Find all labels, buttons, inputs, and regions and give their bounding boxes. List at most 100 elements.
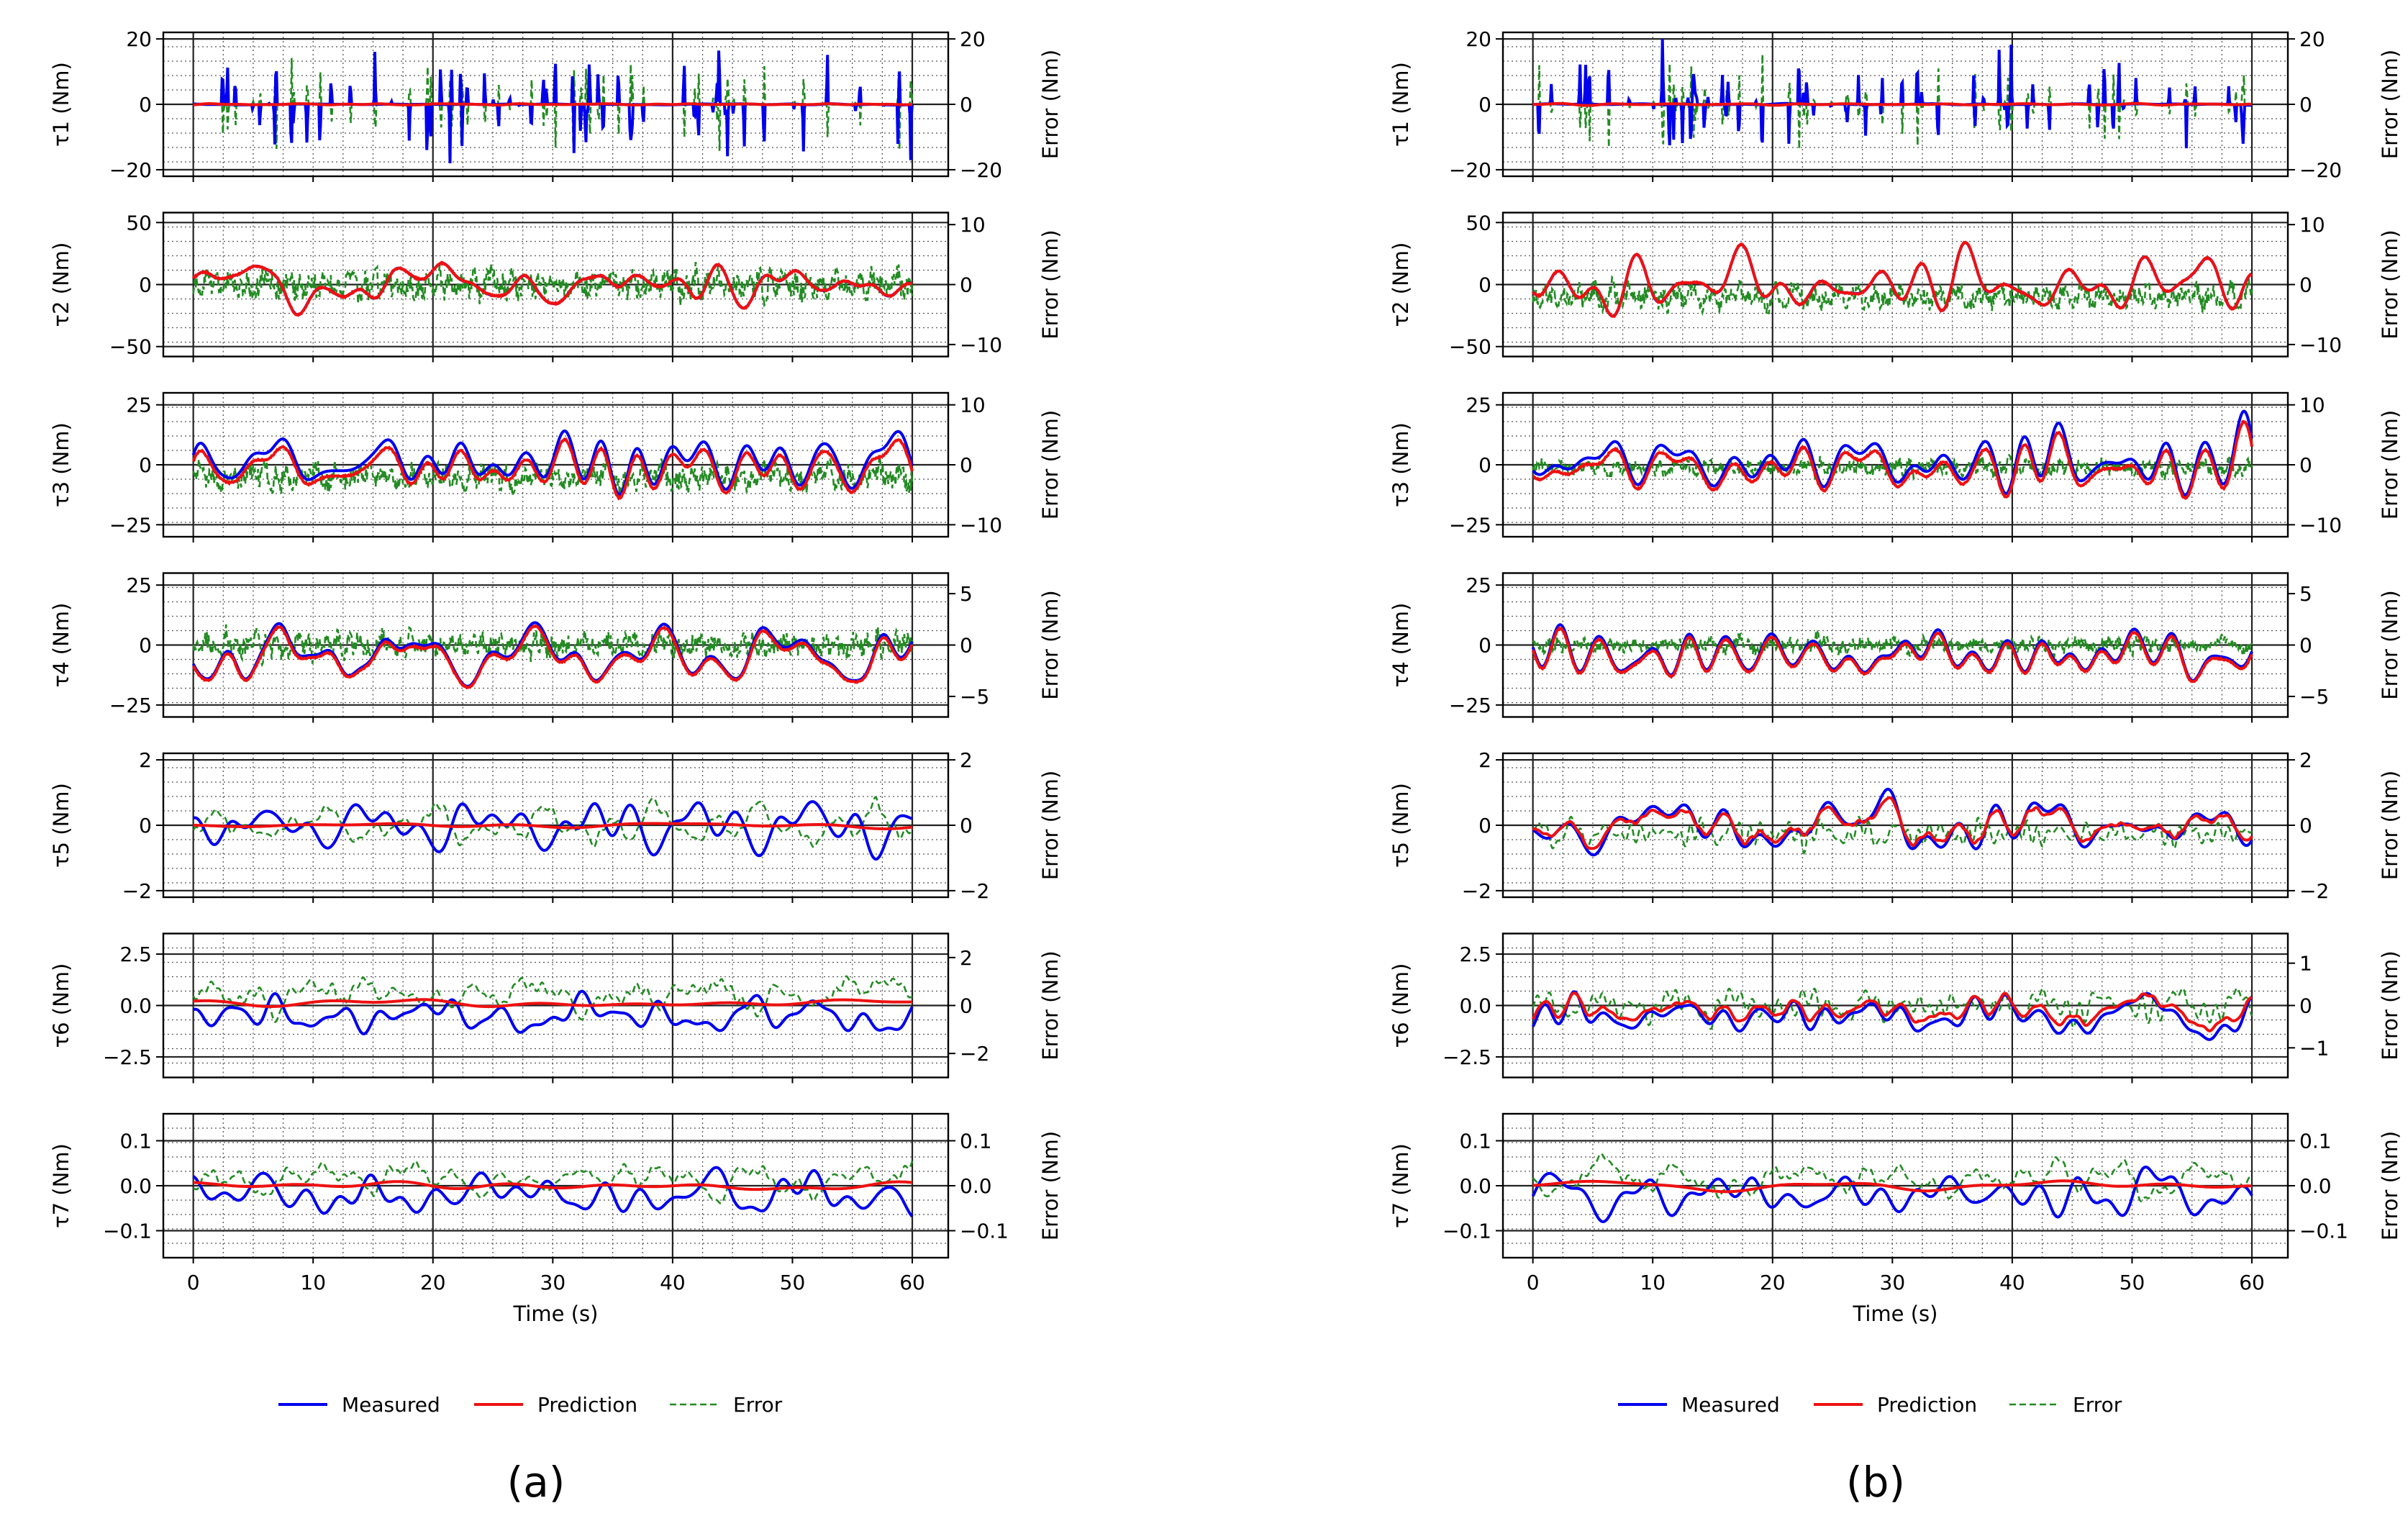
subplot-tau5: 2 0 −2 2 0 −2 τ5 (Nm) Error (Nm)	[49, 748, 1063, 903]
y-axis-label: τ3 (Nm)	[49, 422, 73, 507]
y2-axis-label: Error (Nm)	[1038, 1131, 1063, 1240]
y-tick-label: 0.1	[119, 1130, 152, 1153]
series-prediction	[193, 1180, 913, 1191]
y2-tick-label: 1	[2299, 952, 2312, 976]
series-prediction	[1532, 796, 2253, 850]
y-axis-label: τ7 (Nm)	[1389, 1143, 1413, 1228]
y2-axis-label: Error (Nm)	[1038, 950, 1063, 1060]
y2-tick-label: −10	[960, 513, 1002, 537]
y2-tick-label: −20	[2299, 158, 2342, 182]
y2-axis-label: Error (Nm)	[1038, 230, 1063, 339]
y2-tick-label: 0	[960, 814, 973, 837]
y2-tick-label: 0	[2299, 634, 2312, 658]
y-axis-label: τ6 (Nm)	[1389, 963, 1413, 1048]
x-tick-label: 20	[420, 1271, 446, 1294]
y2-tick-label: 0.0	[960, 1174, 992, 1198]
y-tick-label: 0	[1478, 634, 1491, 658]
y-axis-label: τ5 (Nm)	[1389, 783, 1413, 868]
x-tick-label: 10	[1640, 1271, 1666, 1294]
series-measured	[192, 1166, 914, 1218]
y-tick-label: −0.1	[1442, 1220, 1491, 1243]
y-tick-label: 20	[126, 27, 152, 51]
y2-tick-label: 5	[2299, 582, 2312, 606]
y-tick-label: −20	[1449, 158, 1491, 182]
y2-tick-label: 0.1	[2299, 1130, 2332, 1153]
y2-tick-label: 10	[960, 394, 986, 417]
subplot-tau6: 2.5 0.0 −2.5 1 0 −1 τ6 (Nm) Error (Nm)	[1389, 932, 2402, 1084]
subplot-tau5: 2 0 −2 2 0 −2 τ5 (Nm) Error (Nm)	[1389, 748, 2402, 903]
y2-tick-label: 10	[960, 213, 986, 237]
x-tick-label: 0	[1527, 1271, 1540, 1294]
y-tick-label: −25	[1449, 513, 1491, 537]
series-prediction	[191, 260, 913, 317]
legend-label-prediction: Prediction	[1877, 1393, 1977, 1417]
series-error	[192, 975, 913, 1023]
x-tick-label: 50	[780, 1271, 806, 1294]
series-prediction	[1532, 101, 2253, 107]
y2-tick-label: −20	[960, 158, 1002, 182]
y2-tick-label: 0	[960, 93, 973, 117]
y-tick-label: 0	[1478, 93, 1491, 117]
series-prediction	[193, 102, 912, 106]
x-tick-label: 10	[300, 1271, 326, 1294]
y-tick-label: 25	[126, 573, 152, 597]
y2-tick-label: 20	[960, 27, 986, 51]
y2-tick-label: −1	[2299, 1036, 2329, 1060]
y2-tick-label: 0	[960, 273, 973, 297]
x-axis-label: Time (s)	[1853, 1302, 1938, 1326]
y2-axis-label: Error (Nm)	[2378, 590, 2402, 699]
x-tick-label: 30	[540, 1271, 566, 1294]
y2-tick-label: 0	[2299, 273, 2312, 297]
y-tick-label: −2	[1462, 879, 1491, 903]
y2-tick-label: 2	[960, 748, 973, 772]
series-error	[192, 796, 914, 848]
legend-label-error: Error	[2073, 1393, 2122, 1417]
series-measured	[193, 800, 913, 861]
y-axis-label: τ6 (Nm)	[49, 963, 73, 1048]
y-tick-label: 0	[139, 273, 152, 297]
y-tick-label: 25	[1466, 394, 1491, 417]
subplot-tau1: 20 0 −20 20 0 −20 τ1 (Nm) Error (Nm)	[49, 27, 1063, 182]
y2-axis-label: Error (Nm)	[2378, 771, 2402, 880]
legend-label-error: Error	[733, 1393, 783, 1417]
y2-tick-label: −0.1	[960, 1220, 1009, 1243]
y-tick-label: −50	[109, 335, 152, 359]
y-tick-label: 50	[126, 211, 152, 235]
y-tick-label: 0.0	[1459, 994, 1491, 1018]
legend-label-measured: Measured	[342, 1393, 440, 1417]
y2-axis-label: Error (Nm)	[2378, 230, 2402, 339]
x-tick-label: 40	[660, 1271, 686, 1294]
subplot-tau7: 0.1 0.0 −0.1 0.1 0.0 −0.1 τ7 (Nm) Error (Nm) 0 10…	[1389, 1112, 2402, 1326]
y-axis-label: τ1 (Nm)	[1389, 62, 1413, 147]
y2-tick-label: 2	[2299, 748, 2312, 772]
legend-label-measured: Measured	[1681, 1393, 1780, 1417]
series-prediction	[1532, 419, 2253, 500]
y2-tick-label: 0	[2299, 93, 2312, 117]
legend-label-prediction: Prediction	[537, 1393, 637, 1417]
y-tick-label: 0.0	[119, 994, 152, 1018]
y-tick-label: 0	[139, 814, 152, 837]
series-prediction	[193, 998, 912, 1009]
y2-tick-label: 0	[2299, 814, 2312, 837]
y2-tick-label: −2	[2299, 879, 2329, 903]
y2-tick-label: 5	[960, 582, 973, 606]
series-measured	[1532, 241, 2253, 318]
series-error	[1532, 630, 2253, 659]
series-error	[1532, 1152, 2253, 1202]
subplot-tau4: 25 0 −25 5 0 −5 τ4 (Nm) Error (Nm)	[1389, 572, 2402, 723]
y2-tick-label: 0	[2299, 994, 2312, 1018]
legend: Measured Prediction Error	[278, 1393, 783, 1417]
y-tick-label: −20	[109, 158, 152, 182]
y2-tick-label: 0.0	[2299, 1174, 2332, 1198]
series-prediction	[1531, 626, 2253, 684]
y2-tick-label: −0.1	[2299, 1220, 2348, 1243]
x-tick-label: 60	[2239, 1271, 2265, 1294]
y-axis-label: τ4 (Nm)	[49, 603, 73, 688]
y-tick-label: −2.5	[1442, 1045, 1491, 1069]
y-tick-label: 0.0	[119, 1174, 152, 1198]
y2-axis-label: Error (Nm)	[1038, 771, 1063, 880]
subplot-tau7: 0.1 0.0 −0.1 0.1 0.0 −0.1 τ7 (Nm) Error (Nm) 0 10…	[49, 1112, 1063, 1326]
